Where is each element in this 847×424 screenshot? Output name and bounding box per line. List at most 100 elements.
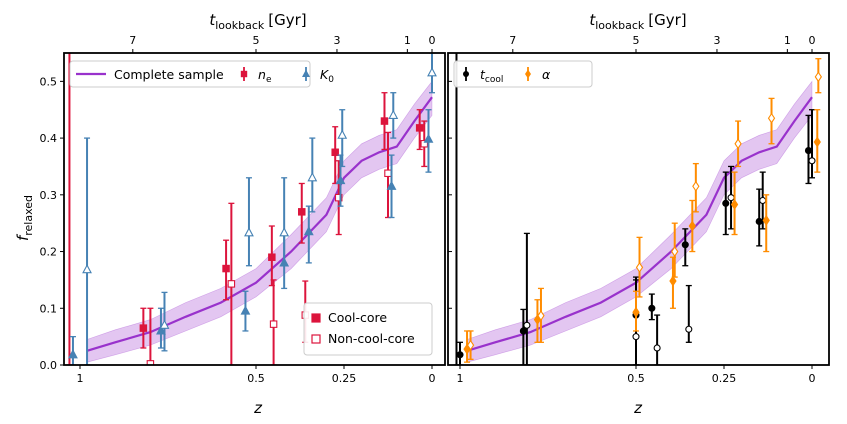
data-point bbox=[648, 304, 656, 312]
y-axis-label: frelaxed bbox=[14, 195, 35, 241]
legend-marker bbox=[525, 69, 531, 79]
plot-area bbox=[66, 21, 437, 365]
top-tick-label: 0 bbox=[809, 34, 816, 47]
data-point bbox=[298, 208, 306, 216]
data-point bbox=[669, 275, 677, 287]
legend-label: ne bbox=[258, 67, 272, 85]
data-point bbox=[759, 196, 767, 205]
data-point bbox=[82, 264, 92, 274]
series-k-0-cool-core bbox=[68, 109, 434, 365]
data-point bbox=[755, 217, 763, 226]
data-point bbox=[681, 241, 689, 249]
right-panel: 1 0.5 0.25 0 7 5 3 1 0 tcool α bbox=[447, 22, 830, 385]
data-point bbox=[423, 133, 434, 143]
data-point bbox=[337, 129, 348, 139]
top-tick-label: 7 bbox=[129, 34, 136, 47]
data-point bbox=[688, 220, 696, 232]
left-x-axis-label: z bbox=[253, 399, 263, 417]
top-tick-label: 3 bbox=[713, 34, 720, 47]
legend-label: Complete sample bbox=[114, 67, 224, 82]
data-point bbox=[519, 327, 527, 335]
y-tick-label: 0.4 bbox=[40, 132, 58, 145]
legend-marker bbox=[302, 69, 310, 77]
data-point bbox=[66, 21, 72, 27]
data-point bbox=[384, 169, 392, 178]
top-tick-label: 1 bbox=[784, 34, 791, 47]
data-point bbox=[139, 324, 148, 332]
data-point bbox=[331, 148, 339, 157]
data-point bbox=[730, 198, 739, 210]
x-tick-label: 0.5 bbox=[247, 372, 265, 385]
data-point bbox=[653, 344, 661, 352]
right-x-axis-label: z bbox=[633, 399, 643, 417]
data-point bbox=[722, 199, 730, 207]
data-point bbox=[420, 140, 429, 148]
legend-box bbox=[69, 60, 311, 88]
y-tick-label: 0.5 bbox=[40, 75, 58, 88]
top-tick-label: 0 bbox=[429, 34, 436, 47]
legend-label: tcool bbox=[480, 67, 503, 85]
data-point bbox=[146, 360, 155, 365]
data-point bbox=[453, 22, 459, 28]
data-point bbox=[762, 214, 770, 226]
top-tick-label: 1 bbox=[404, 34, 411, 47]
axes-frame bbox=[447, 52, 830, 366]
data-point bbox=[335, 174, 346, 185]
data-point bbox=[227, 280, 236, 288]
type-legend-swatch bbox=[311, 334, 321, 344]
data-point bbox=[734, 138, 742, 150]
data-point bbox=[268, 253, 276, 261]
data-point bbox=[427, 67, 437, 77]
data-point bbox=[222, 264, 230, 273]
y-tick-label: 0.0 bbox=[40, 359, 58, 372]
y-tick-label: 0.1 bbox=[40, 302, 58, 315]
x-tick-label: 0 bbox=[429, 372, 436, 385]
data-point bbox=[632, 333, 640, 341]
x-tick-label: 1 bbox=[77, 372, 84, 385]
type-legend-swatch bbox=[311, 313, 321, 323]
data-point bbox=[303, 226, 314, 236]
legend-marker bbox=[463, 71, 469, 77]
x-tick-label: 0 bbox=[809, 372, 816, 385]
data-point bbox=[334, 193, 343, 202]
data-point bbox=[307, 172, 318, 182]
data-point bbox=[635, 261, 644, 273]
legend: tcool α bbox=[453, 60, 593, 88]
data-point bbox=[380, 117, 389, 125]
x-tick-label: 0.5 bbox=[627, 372, 645, 385]
data-point bbox=[466, 339, 475, 351]
data-point bbox=[388, 109, 399, 119]
legend-marker bbox=[240, 70, 248, 78]
legend-label: K0 bbox=[320, 67, 334, 85]
data-point bbox=[68, 349, 78, 359]
data-point bbox=[804, 147, 813, 155]
series--cool-core bbox=[463, 109, 821, 363]
data-point bbox=[415, 124, 424, 132]
data-point bbox=[523, 321, 531, 329]
legend-box bbox=[453, 60, 593, 88]
series-k-0-non-cool-core bbox=[82, 53, 437, 365]
data-point bbox=[632, 306, 640, 318]
top-tick-label: 7 bbox=[509, 34, 516, 47]
data-point bbox=[767, 112, 776, 124]
data-point bbox=[692, 180, 700, 192]
data-point bbox=[685, 325, 693, 333]
x-tick-label: 1 bbox=[457, 372, 464, 385]
legend-label: α bbox=[542, 67, 551, 82]
left-top-axis-label: tlookback [Gyr] bbox=[209, 11, 306, 32]
data-point bbox=[386, 180, 397, 190]
type-legend-label: Cool-core bbox=[328, 310, 387, 325]
legend: Complete sample ne K0 Cool-core Non-cool-cor… bbox=[69, 60, 433, 356]
data-point bbox=[279, 227, 290, 237]
data-point bbox=[269, 320, 278, 328]
complete-sample-line bbox=[466, 96, 813, 352]
y-tick-label: 0.3 bbox=[40, 189, 58, 202]
left-panel: 1 0.5 0.25 0 7 5 3 1 0 0.0 0.1 0.2 0.3 0.4 0.5 Complete… bbox=[40, 21, 446, 385]
y-tick-label: 0.2 bbox=[40, 246, 58, 259]
top-tick-label: 5 bbox=[253, 34, 260, 47]
top-tick-label: 5 bbox=[633, 34, 640, 47]
type-legend-label: Non-cool-core bbox=[328, 331, 415, 346]
series--non-cool-core bbox=[466, 58, 822, 360]
type-legend-box bbox=[303, 302, 433, 356]
